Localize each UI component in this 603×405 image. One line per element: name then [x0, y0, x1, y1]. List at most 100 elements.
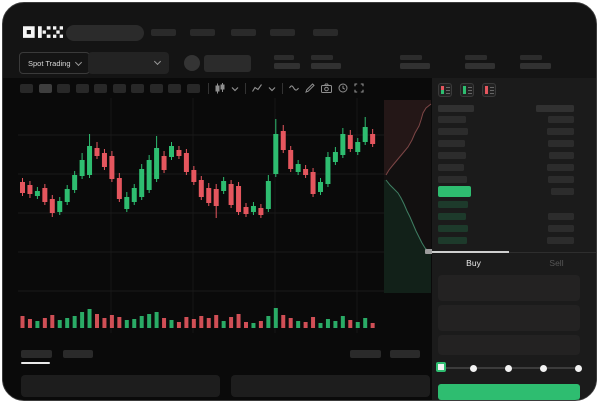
depth-bids-area — [384, 180, 431, 293]
tab-buy[interactable]: Buy — [466, 258, 481, 268]
candle-body — [124, 197, 130, 209]
chevron-down-icon[interactable] — [268, 84, 276, 93]
depth-price-marker — [425, 249, 438, 254]
volume-bar — [303, 322, 308, 328]
tab-sell[interactable]: Sell — [549, 258, 564, 268]
table-placeholder — [231, 375, 430, 397]
slider-step-dot[interactable] — [539, 364, 547, 372]
candles-icon[interactable] — [215, 82, 225, 94]
buy-button[interactable] — [438, 384, 580, 400]
candle-body — [139, 169, 145, 197]
depth-bids-line — [385, 179, 432, 254]
candle-body — [243, 207, 249, 214]
order-input-field[interactable] — [438, 335, 580, 355]
candle-body — [79, 160, 85, 176]
ask-amount-placeholder — [547, 128, 574, 135]
slider-step-dot[interactable] — [504, 364, 512, 372]
nav-item-placeholder[interactable] — [190, 29, 215, 36]
ask-price-placeholder — [438, 152, 466, 159]
chevron-down-icon[interactable] — [231, 84, 239, 93]
nav-item-placeholder[interactable] — [270, 29, 295, 36]
pair-selector-dropdown[interactable] — [88, 52, 169, 74]
nav-item-placeholder[interactable] — [313, 29, 338, 36]
bottom-tab-placeholder[interactable] — [21, 350, 52, 358]
order-input-field[interactable] — [438, 275, 580, 301]
toolbar-divider — [245, 82, 246, 94]
volume-bar — [258, 321, 263, 328]
volume-bar — [95, 314, 99, 328]
ask-amount-placeholder — [548, 176, 574, 183]
candle-body — [64, 189, 70, 202]
table-placeholder — [21, 375, 220, 397]
candle-body — [362, 127, 368, 142]
volume-bar — [162, 318, 167, 328]
candle-body — [87, 146, 93, 175]
volume-bar — [35, 321, 40, 328]
timeframe-button[interactable] — [112, 84, 126, 93]
volume-bar — [109, 315, 114, 328]
stat-value-placeholder — [400, 63, 430, 69]
candle-body — [318, 182, 323, 192]
book-combined-icon[interactable] — [438, 83, 452, 97]
toggle-line — [446, 90, 450, 92]
timeframe-button[interactable] — [186, 84, 200, 93]
bid-amount-placeholder — [548, 213, 574, 220]
spot-trading-dropdown[interactable]: Spot Trading — [19, 52, 90, 74]
volume-bar — [87, 309, 92, 328]
stat-label-placeholder — [274, 55, 294, 60]
volume-bar — [221, 321, 226, 328]
nav-item-placeholder[interactable] — [151, 29, 176, 36]
wave-icon[interactable] — [289, 83, 299, 93]
stat-label-placeholder — [400, 55, 422, 60]
slider-step-dot[interactable] — [469, 364, 477, 372]
timeframe-button[interactable] — [131, 84, 144, 93]
candle-body — [191, 170, 197, 182]
bottom-tab-placeholder[interactable] — [63, 350, 93, 358]
volume-bar — [184, 317, 189, 328]
candle-body — [206, 188, 212, 203]
timeframe-button[interactable] — [168, 84, 181, 93]
history-clock-icon[interactable] — [338, 83, 348, 93]
book-bids-icon[interactable] — [460, 83, 474, 97]
chart-toolbar-icons — [208, 81, 364, 95]
timeframe-button[interactable] — [38, 84, 52, 93]
active-tab-underline — [21, 362, 50, 364]
candle-body — [42, 188, 48, 202]
toolbar-divider — [282, 82, 283, 94]
order-input-field[interactable] — [438, 305, 580, 331]
volume-bar — [124, 320, 129, 328]
volume-bar — [266, 316, 271, 328]
draw-pencil-icon[interactable] — [305, 83, 315, 93]
volume-bar — [139, 316, 144, 328]
timeframe-button[interactable] — [149, 84, 163, 93]
bid-amount-placeholder — [548, 225, 574, 232]
candle-body — [228, 184, 234, 205]
ask-amount-placeholder — [549, 152, 574, 159]
bid-price-placeholder — [438, 201, 468, 208]
timeframe-button[interactable] — [57, 84, 70, 93]
timeframe-button[interactable] — [94, 84, 107, 93]
pair-name-placeholder — [204, 55, 251, 72]
bottom-tab-placeholder[interactable] — [390, 350, 420, 358]
ticker-stat — [465, 55, 495, 69]
search-input[interactable] — [66, 25, 144, 41]
timeframe-button[interactable] — [20, 84, 33, 93]
book-asks-icon[interactable] — [482, 83, 496, 97]
indicator-line-icon[interactable] — [252, 83, 262, 93]
slider-handle[interactable] — [436, 362, 446, 372]
volume-bar — [176, 322, 181, 328]
volume-bar — [154, 312, 159, 328]
price-chart[interactable] — [3, 98, 433, 333]
okx-logo[interactable]: OKX — [23, 24, 63, 41]
camera-icon[interactable] — [321, 83, 332, 93]
nav-item-placeholder[interactable] — [231, 29, 256, 36]
candle-body — [94, 148, 100, 156]
bottom-tab-placeholder[interactable] — [350, 350, 381, 358]
candle-body — [250, 206, 256, 212]
bid-price-placeholder — [438, 225, 468, 232]
slider-step-dot[interactable] — [574, 364, 582, 372]
toggle-line — [490, 90, 494, 92]
timeframe-button[interactable] — [75, 84, 89, 93]
volume-bar — [370, 323, 375, 328]
fullscreen-icon[interactable] — [354, 83, 364, 93]
